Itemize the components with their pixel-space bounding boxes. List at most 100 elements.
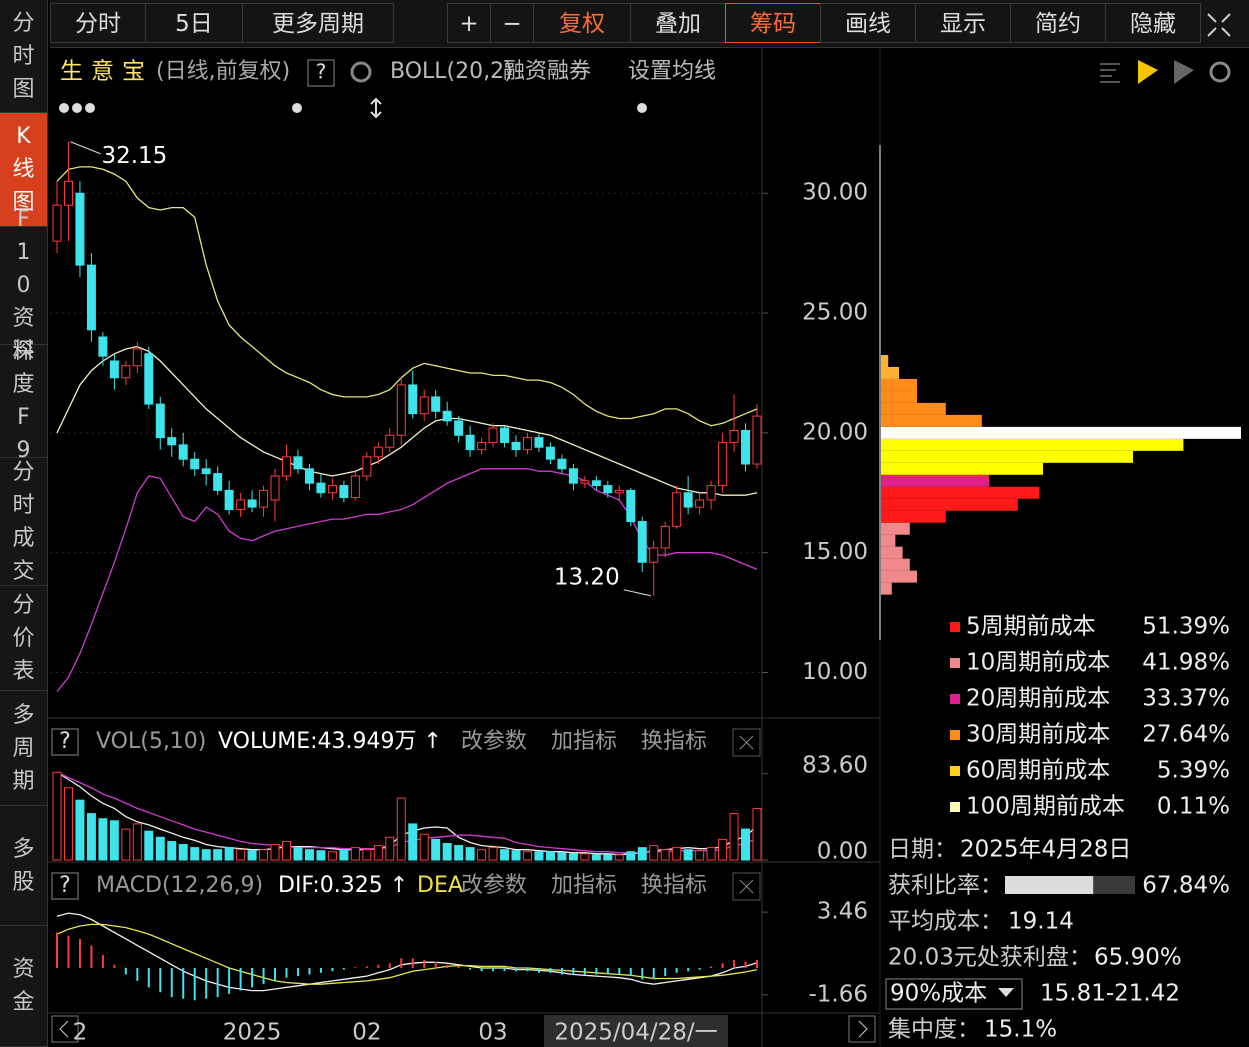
volume-bar bbox=[52, 771, 62, 861]
tool-button[interactable]: 5日 bbox=[145, 3, 243, 43]
volume-bar bbox=[695, 850, 705, 861]
tool-button[interactable]: 叠加 bbox=[630, 3, 726, 43]
chip-bar bbox=[881, 510, 946, 523]
volume-bar bbox=[672, 847, 682, 861]
volume-bar bbox=[683, 849, 693, 861]
volume-bar bbox=[167, 840, 177, 861]
cost-select[interactable]: 90%成本 bbox=[890, 981, 987, 1007]
volume-bar bbox=[109, 820, 119, 861]
tool-button[interactable]: 复权 bbox=[533, 3, 631, 43]
annotation-arrow bbox=[623, 589, 651, 597]
x-tick-label: 2 bbox=[73, 1020, 88, 1046]
candle-body bbox=[511, 441, 521, 451]
candle-body bbox=[396, 384, 406, 436]
legend-value: 27.64% bbox=[1142, 722, 1230, 748]
nav-item[interactable]: 分时成交 bbox=[0, 458, 47, 586]
candle-body bbox=[293, 456, 303, 470]
candle-body bbox=[282, 456, 292, 477]
chip-bar bbox=[881, 354, 889, 367]
volume-bar bbox=[718, 838, 728, 861]
candle-body bbox=[52, 204, 62, 242]
legend-value: 0.11% bbox=[1157, 794, 1230, 820]
candle-body bbox=[534, 437, 544, 448]
candle-body bbox=[683, 492, 693, 508]
legend-label: 100周期前成本 bbox=[966, 794, 1125, 820]
volume-bar bbox=[534, 851, 544, 861]
candle-body bbox=[419, 396, 429, 415]
candle-body bbox=[98, 336, 108, 357]
x-tick-label: 2025/04/28/一 bbox=[554, 1020, 717, 1046]
nav-item[interactable]: 多股 bbox=[0, 806, 47, 926]
volume-bar bbox=[236, 849, 246, 861]
volume-bar bbox=[75, 799, 85, 861]
tool-button[interactable]: 筹码 bbox=[725, 3, 821, 43]
candle-body bbox=[614, 489, 624, 494]
info-label: 集中度： bbox=[888, 1017, 980, 1043]
tool-button[interactable]: 隐藏 bbox=[1105, 3, 1201, 43]
volume-bar bbox=[190, 847, 200, 861]
volume-bar bbox=[626, 851, 636, 861]
candle-body bbox=[178, 444, 188, 460]
nav-item[interactable]: K线图 bbox=[0, 113, 47, 227]
candle-body bbox=[259, 489, 269, 508]
indicator-line bbox=[56, 912, 758, 992]
volume-bar bbox=[224, 847, 234, 861]
tool-button[interactable]: 更多周期 bbox=[242, 3, 394, 43]
nav-item[interactable]: 分时图 bbox=[0, 0, 47, 113]
y-tick-label: 0.00 bbox=[817, 839, 868, 865]
y-tick-label: 15.00 bbox=[802, 539, 868, 565]
chip-bar bbox=[881, 462, 1043, 475]
candle-body bbox=[86, 264, 96, 331]
panel-header: MACD(12,26,9) bbox=[96, 873, 263, 898]
chip-bar bbox=[881, 522, 910, 535]
nav-item[interactable]: 多周期 bbox=[0, 691, 47, 806]
volume-bar bbox=[465, 847, 475, 861]
candle-body bbox=[224, 489, 234, 511]
panel-header: 改参数 bbox=[461, 873, 527, 898]
y-tick-label: 10.00 bbox=[802, 659, 868, 685]
margin-trading[interactable]: 融资融券 bbox=[503, 59, 591, 84]
volume-bar bbox=[270, 844, 280, 861]
legend-swatch bbox=[950, 658, 960, 668]
candle-body bbox=[442, 410, 452, 422]
info-value: 67.84% bbox=[1142, 873, 1230, 899]
toolbar: 分时 5日 更多周期 + − 复权 叠加 筹码 画线 显示 简约 隐藏 bbox=[50, 0, 1249, 48]
candle-body bbox=[522, 437, 532, 451]
volume-bar bbox=[741, 828, 751, 861]
indicator-line bbox=[56, 923, 758, 985]
legend-label: 5周期前成本 bbox=[966, 614, 1096, 640]
candle-body bbox=[637, 521, 647, 563]
candle-body bbox=[121, 365, 131, 379]
help[interactable]: ? bbox=[316, 60, 327, 84]
panel-header: VOLUME:43.949万 ↑ bbox=[218, 729, 442, 754]
volume-bar bbox=[121, 828, 131, 861]
chip-bar bbox=[881, 378, 917, 391]
volume-bar bbox=[350, 847, 360, 861]
volume-bar bbox=[86, 813, 96, 861]
volume-bar bbox=[454, 845, 464, 861]
panel-header: DEA bbox=[417, 873, 463, 898]
y-tick-label: 25.00 bbox=[802, 300, 868, 326]
candle-body bbox=[580, 480, 590, 484]
nav-item[interactable]: 深度F9 bbox=[0, 339, 47, 463]
chip-bar bbox=[881, 366, 899, 379]
chip-bar bbox=[881, 582, 892, 595]
nav-item[interactable]: 分价表 bbox=[0, 586, 47, 691]
ma-setting[interactable]: 设置均线 bbox=[628, 59, 716, 84]
tool-button[interactable]: 分时 bbox=[50, 3, 146, 43]
indicator[interactable]: BOLL(20,2) bbox=[390, 59, 513, 84]
annotation: 13.20 bbox=[554, 564, 620, 590]
volume-bar bbox=[259, 849, 269, 861]
volume-bar bbox=[385, 836, 395, 861]
chip-bar bbox=[881, 402, 946, 415]
candle-body bbox=[350, 475, 360, 499]
panel-header: 换指标 bbox=[641, 729, 707, 754]
indicator-line bbox=[56, 166, 758, 427]
volume-bar bbox=[201, 849, 211, 861]
candle-body bbox=[362, 456, 372, 477]
candle-body bbox=[155, 403, 165, 439]
volume-bar bbox=[660, 849, 670, 861]
candle-body bbox=[109, 360, 119, 379]
candle-body bbox=[545, 446, 555, 460]
